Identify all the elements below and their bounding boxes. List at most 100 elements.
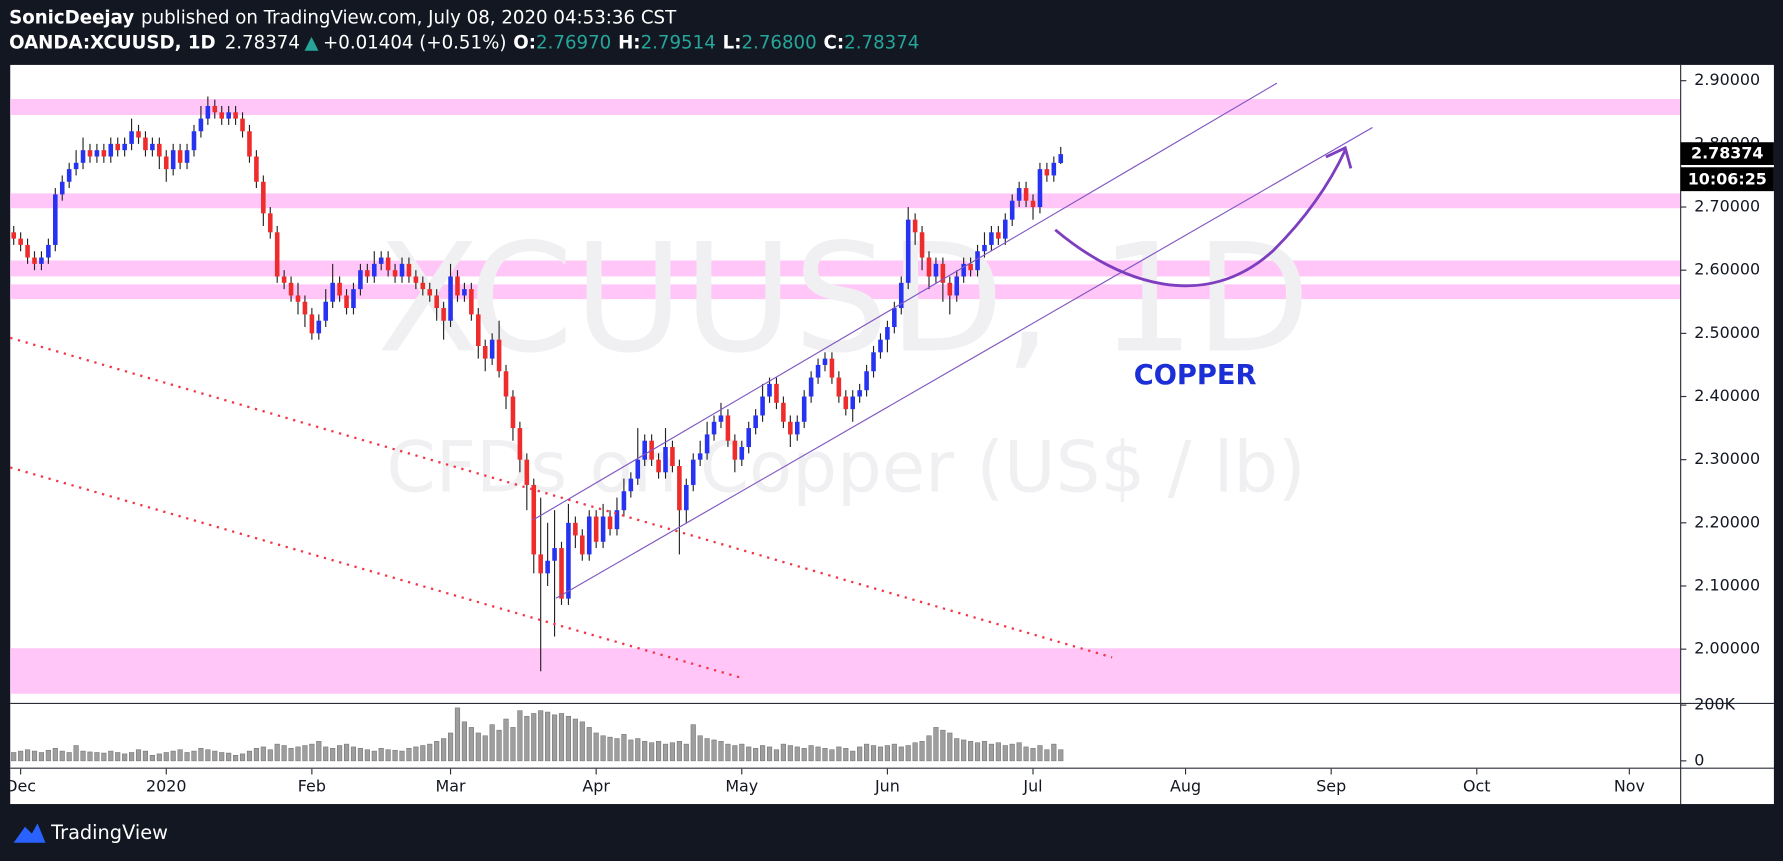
volume-bar [392, 749, 398, 762]
candle-body [475, 314, 481, 346]
candle-body [690, 459, 696, 485]
x-tick-label: Jul [1022, 776, 1042, 795]
candle-body [434, 295, 439, 309]
volume-bar [52, 748, 58, 762]
candle-body [11, 232, 16, 239]
volume-bar [961, 739, 967, 762]
volume-bar [988, 743, 994, 762]
volume-bar [593, 732, 599, 762]
low-label: L: [723, 32, 742, 53]
volume-bar [163, 752, 169, 762]
volume-bar [66, 752, 72, 762]
candle-body [267, 213, 273, 233]
volume-bar [669, 742, 676, 762]
symbol: OANDA:XCUUSD, 1D [9, 32, 216, 53]
candle-body [115, 143, 121, 151]
volume-bar [870, 745, 877, 762]
volume-bar [926, 735, 932, 762]
volume-bar [482, 735, 488, 762]
volume-bar [877, 746, 884, 762]
volume-bar [974, 742, 981, 762]
candle-body [392, 270, 398, 277]
zone [10, 193, 1681, 209]
volume-bar [884, 745, 890, 762]
watermark: XCUUSD, 1D [377, 212, 1311, 386]
channel-lower [555, 126, 1373, 599]
candle-body [968, 263, 973, 271]
candle-body [254, 156, 259, 182]
x-tick-label: Oct [1463, 776, 1491, 795]
volume-bar [184, 752, 190, 762]
candle-body [378, 257, 384, 264]
volume-bar [260, 746, 266, 762]
candle-body [781, 402, 786, 422]
volume-bar [780, 743, 786, 762]
candle-body [711, 421, 717, 435]
candle-body [892, 308, 897, 328]
plot [11, 96, 1064, 762]
candle-body [656, 459, 661, 473]
volume-bar [864, 743, 870, 762]
volume-bar [628, 739, 634, 762]
candle-body [469, 289, 474, 315]
candle-body [73, 162, 79, 170]
volume-bar [212, 750, 218, 762]
volume-bar [309, 743, 315, 762]
volume-bar [815, 746, 821, 762]
volume-bar [108, 750, 114, 762]
volume-bar [253, 748, 259, 762]
candle-body [170, 150, 176, 170]
volume-bar [822, 748, 828, 762]
volume-bar [1002, 745, 1008, 762]
candle-body [330, 282, 335, 302]
zone [10, 99, 1681, 115]
y-tick-label: 2.20000 [1694, 512, 1760, 531]
candle-body [670, 447, 675, 466]
volume-bar [649, 742, 655, 762]
volume-bar [503, 718, 509, 762]
candle-body [614, 510, 620, 530]
candle-body [226, 112, 231, 119]
candle-body [198, 118, 204, 132]
candle-body [815, 364, 821, 378]
candle-body [108, 143, 114, 157]
candle-body [191, 131, 197, 151]
volume-bar [558, 713, 565, 762]
x-tick-label: Feb [298, 776, 326, 795]
volume-bar [739, 743, 745, 762]
candle-body [323, 301, 329, 321]
candle-body [143, 137, 148, 151]
x-tick-label: Apr [582, 776, 610, 795]
y-tick-label: 2.30000 [1694, 449, 1760, 468]
volume-bar [836, 746, 842, 762]
candle-body [59, 181, 65, 195]
candle-body [926, 257, 932, 277]
candle-body [912, 219, 918, 233]
volume-bar [219, 752, 225, 762]
volume-bar [198, 748, 204, 762]
candle-body [850, 396, 856, 410]
volume-bar [156, 753, 162, 762]
volume-bar [912, 742, 918, 762]
candle-body [718, 415, 724, 422]
candle-body [1016, 188, 1022, 201]
candle-body [857, 390, 862, 397]
volume-bar [87, 751, 93, 762]
volume-bar [857, 746, 863, 762]
candle-body [281, 276, 287, 283]
candle-body [420, 282, 426, 290]
candle-body [25, 244, 30, 258]
candle-body [538, 554, 543, 574]
candle-body [975, 251, 980, 271]
volume-bar [565, 715, 572, 762]
candle-body [580, 535, 585, 555]
candle-body [871, 352, 876, 372]
volume-bar [940, 729, 946, 762]
volume-bar [461, 721, 467, 762]
candle-body [122, 143, 127, 151]
volume-bar [614, 738, 620, 762]
candle-body [406, 263, 412, 277]
volume-bar [829, 749, 835, 762]
candle-body [205, 105, 211, 119]
candle-body [753, 415, 758, 429]
